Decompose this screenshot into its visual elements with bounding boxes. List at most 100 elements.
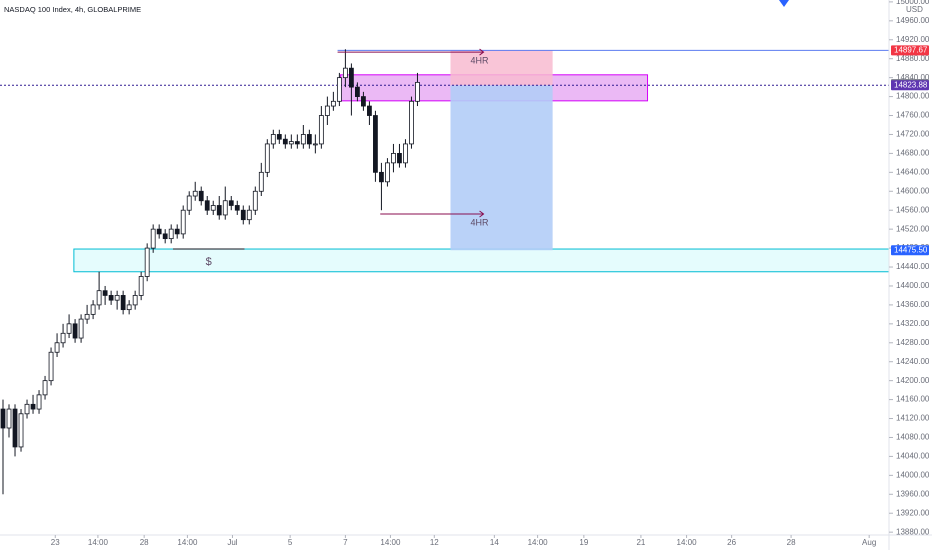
y-tick-label: 14200.00 (896, 376, 930, 385)
candle-body (48, 351, 54, 382)
candle-body (84, 313, 90, 320)
candle-body (192, 190, 198, 197)
candle-body (66, 323, 72, 334)
price-label: 14475.50 (894, 245, 928, 254)
candle-body (0, 408, 6, 429)
candle-body (210, 205, 216, 211)
y-tick-label: 15000.00 (896, 0, 930, 6)
x-tick-label: 14 (490, 538, 499, 547)
y-tick-label: 14560.00 (896, 205, 930, 214)
candle-body (415, 81, 420, 102)
x-tick-label: 14:00 (380, 538, 401, 547)
candle-body (42, 380, 48, 396)
x-tick-label: 14:00 (177, 538, 198, 547)
candle-body (361, 96, 366, 107)
y-tick-label: 14040.00 (896, 452, 930, 461)
x-tick-label: 14:00 (677, 538, 698, 547)
candle-body (228, 200, 234, 206)
y-tick-label: 14240.00 (896, 357, 930, 366)
candle-body (258, 171, 264, 192)
candle-body (318, 115, 324, 145)
x-tick-label: 21 (636, 538, 645, 547)
candle-body (78, 318, 84, 339)
candle-body (373, 115, 378, 173)
candle-body (379, 171, 384, 183)
candle-body (276, 134, 282, 140)
candle-body (30, 403, 36, 410)
candle-body (355, 86, 360, 97)
candle-body (264, 143, 270, 173)
x-tick-label: 14:00 (528, 538, 549, 547)
candle-body (198, 190, 204, 202)
y-tick-label: 13960.00 (896, 489, 930, 498)
candle-body (324, 105, 330, 116)
candle-body (144, 247, 150, 277)
candle-body (409, 100, 414, 145)
price-label-box (891, 45, 929, 56)
candle-body (312, 143, 318, 146)
y-tick-label: 14840.00 (896, 73, 930, 82)
candle-body (174, 228, 180, 235)
candle-body (252, 190, 258, 211)
candle-body (36, 394, 42, 410)
candle-body (156, 228, 162, 235)
candle-body (336, 77, 342, 102)
candle-body (330, 100, 336, 107)
x-tick-label: 7 (343, 538, 348, 547)
candle-body (102, 290, 108, 296)
y-tick-label: 14360.00 (896, 300, 930, 309)
y-tick-label: 13880.00 (896, 527, 930, 536)
chart-title: NASDAQ 100 Index, 4h, GLOBALPRIME (4, 5, 141, 14)
candle-body (18, 413, 24, 448)
candle-body (90, 304, 96, 315)
y-tick-label: 14600.00 (896, 186, 930, 195)
event-marker[interactable] (779, 0, 789, 7)
candle-body (391, 152, 396, 164)
price-label: 14897.67 (894, 45, 928, 54)
y-tick-label: 14640.00 (896, 167, 930, 176)
marker-label: $ (206, 256, 212, 268)
y-tick-label: 14800.00 (896, 92, 930, 101)
x-tick-label: 19 (579, 538, 588, 547)
arrow-head (479, 48, 485, 56)
y-tick-label: 14080.00 (896, 433, 930, 442)
y-tick-label: 14520.00 (896, 224, 930, 233)
candle-body (168, 228, 174, 240)
candle-body (216, 205, 222, 216)
x-tick-label: 28 (787, 538, 796, 547)
price-label-box (891, 80, 929, 91)
target-area (450, 85, 553, 251)
y-tick-label: 14000.00 (896, 470, 930, 479)
candle-body (138, 276, 144, 296)
x-tick-label: 26 (727, 538, 736, 547)
candle-body (12, 408, 18, 448)
x-tick-label: 23 (51, 538, 60, 547)
price-label-box (891, 245, 929, 256)
candle-body (342, 67, 348, 79)
candle-body (60, 332, 66, 344)
candle-body (6, 408, 12, 429)
candle-body (162, 233, 168, 240)
candle-body (54, 342, 60, 353)
zone (73, 248, 889, 273)
candle-body (288, 141, 294, 145)
candle-body (114, 295, 120, 301)
x-tick-label: 14:00 (88, 538, 109, 547)
candle-body (120, 295, 126, 311)
y-tick-label: 13920.00 (896, 508, 930, 517)
candle-body (186, 195, 192, 211)
y-tick-label: 14720.00 (896, 130, 930, 139)
candle-body (270, 134, 276, 145)
candle-body (234, 205, 240, 211)
candle-body (403, 143, 408, 164)
candle-body (246, 209, 252, 221)
price-label: 14823.88 (894, 80, 928, 89)
candle-body (132, 295, 138, 306)
y-tick-label: 14920.00 (896, 35, 930, 44)
x-tick-label: 5 (288, 538, 293, 547)
candle-body (24, 403, 30, 415)
y-tick-label: 14680.00 (896, 149, 930, 158)
y-tick-label: 14760.00 (896, 111, 930, 120)
arrow-head (479, 210, 485, 218)
